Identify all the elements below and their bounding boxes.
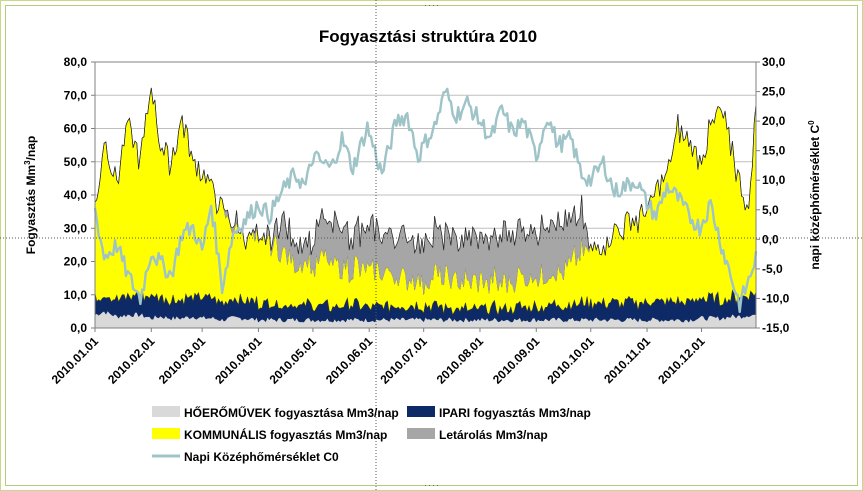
x-tick-label: 2010.07.01	[377, 334, 430, 387]
left-tick-label: 10,0	[64, 288, 88, 302]
x-tick-label: 2010.06.01	[323, 334, 376, 387]
x-tick-label: 2010.09.01	[490, 334, 543, 387]
x-tick-label: 2010.05.01	[267, 334, 320, 387]
chart-area-border	[5, 5, 858, 486]
resize-handle-top[interactable]: ····	[424, 0, 440, 10]
x-tick-label: 2010.03.01	[156, 334, 209, 387]
temperature-line	[93, 87, 758, 314]
chart-title: Fogyasztási struktúra 2010	[319, 27, 537, 46]
right-tick-label: 5,0	[762, 203, 779, 217]
x-tick-label: 2010.04.01	[212, 334, 265, 387]
legend-swatch	[407, 428, 435, 439]
right-axis-label-main: napi középhőmérséklet C	[808, 125, 822, 270]
legend-label: Letárolás Mm3/nap	[439, 428, 548, 442]
x-tick-label: 2010.10.01	[545, 334, 598, 387]
legend-label: HŐERŐMŰVEK fogyasztása Mm3/nap	[184, 405, 399, 420]
x-tick-label: 2010.11.01	[601, 334, 653, 386]
x-tick-label: 2010.12.01	[655, 334, 708, 387]
stack-outline	[94, 87, 757, 256]
temperature-line-layer	[93, 87, 758, 314]
x-tick-label: 2010.02.01	[105, 334, 158, 387]
right-tick-label: 30,0	[762, 55, 786, 69]
left-tick-label: 60,0	[64, 122, 88, 136]
right-tick-label: 10,0	[762, 173, 786, 187]
legend-swatch	[152, 406, 180, 417]
legend-swatch	[152, 428, 180, 439]
legend-label: KOMMUNÁLIS fogyasztás Mm3/nap	[184, 427, 387, 442]
right-axis-label: napi középhőmérséklet C0	[807, 120, 822, 270]
right-tick-label: 15,0	[762, 144, 786, 158]
left-axis-label-main: Fogyasztás Mm	[24, 165, 38, 254]
x-tick-label: 2010.08.01	[434, 334, 487, 387]
right-tick-label: -15,0	[762, 321, 790, 335]
right-axis-ticks: -15,0 -10,0 -5,0 0,0 5,0 10,0 15,0 20,0 25,0 30,0	[756, 55, 790, 335]
right-tick-label: 0,0	[762, 232, 779, 246]
left-axis-label-sup: 3	[23, 160, 32, 165]
left-axis-ticks: 0,0 10,0 20,0 30,0 40,0 50,0 60,0 70,0 80,0	[64, 55, 95, 335]
right-tick-label: 25,0	[762, 85, 786, 99]
left-tick-label: 40,0	[64, 188, 88, 202]
right-tick-label: -5,0	[762, 262, 783, 276]
right-tick-label: 20,0	[762, 114, 786, 128]
left-tick-label: 70,0	[64, 88, 88, 102]
left-axis-label-tail: /nap	[24, 136, 38, 161]
legend: HŐERŐMŰVEK fogyasztása Mm3/nap IPARI fogy…	[152, 405, 591, 464]
legend-swatch	[407, 406, 435, 417]
stacked-areas	[94, 87, 757, 329]
left-axis-label: Fogyasztás Mm3/nap	[23, 136, 38, 254]
right-tick-label: -10,0	[762, 291, 790, 305]
left-tick-label: 20,0	[64, 255, 88, 269]
x-tick-label: 2010.01.01	[49, 334, 102, 387]
legend-label: IPARI fogyasztás Mm3/nap	[439, 406, 591, 420]
left-tick-label: 30,0	[64, 221, 88, 235]
legend-label: Napi Középhőmérséklet C0	[184, 450, 339, 464]
resize-handle-bottom[interactable]: ····	[424, 480, 440, 490]
left-tick-label: 0,0	[70, 321, 87, 335]
left-tick-label: 80,0	[64, 55, 88, 69]
left-tick-label: 50,0	[64, 155, 88, 169]
right-axis-label-sup: 0	[807, 120, 816, 125]
